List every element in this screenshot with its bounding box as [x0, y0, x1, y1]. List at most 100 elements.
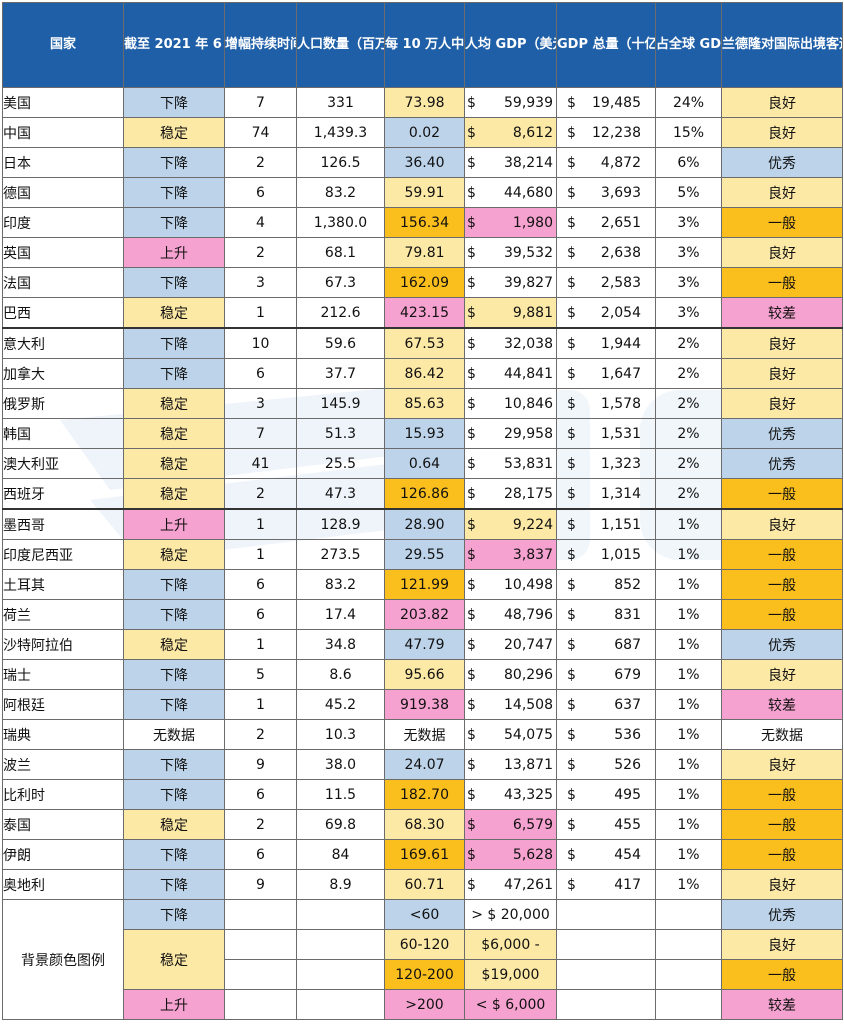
gdp-per-capita-cell: $44,841 [464, 358, 557, 389]
table-row: 中国 稳定 74 1,439.3 0.02 $8,612 $12,238 15% 良好 [2, 117, 843, 148]
legend-trend-up: 上升 [123, 989, 225, 1020]
gdp-share-cell: 1% [655, 809, 722, 840]
header-gdp-total: GDP 总量（十亿美元） [556, 2, 656, 88]
trend-cell: 稳定 [123, 117, 225, 148]
population-cell: 67.3 [296, 267, 385, 298]
population-cell: 17.4 [296, 599, 385, 630]
cases-cell: 59.91 [384, 177, 465, 208]
prediction-cell: 无数据 [721, 719, 843, 750]
table-row: 西班牙 稳定 2 47.3 126.86 $28,175 $1,314 2% 一般 [2, 478, 843, 510]
trend-cell: 下降 [123, 358, 225, 389]
cases-cell: 182.70 [384, 779, 465, 810]
table-row: 奥地利 下降 9 8.9 60.71 $47,261 $417 1% 良好 [2, 869, 843, 900]
table-row: 瑞士 下降 5 8.6 95.66 $80,296 $679 1% 良好 [2, 659, 843, 690]
cases-cell: 29.55 [384, 539, 465, 570]
gdp-total-cell: $536 [556, 719, 656, 750]
gdp-share-cell: 1% [655, 689, 722, 720]
trend-cell: 下降 [123, 267, 225, 298]
gdp-per-capita-cell: $80,296 [464, 659, 557, 690]
gdp-per-capita-cell: $48,796 [464, 599, 557, 630]
table-row: 韩国 稳定 7 51.3 15.93 $29,958 $1,531 2% 优秀 [2, 418, 843, 449]
header-row: 国家 截至 2021 年 6 月 6 日确诊人数增幅 增幅持续时间（周） 人口数… [2, 2, 843, 88]
population-cell: 128.9 [296, 508, 385, 540]
table-row: 意大利 下降 10 59.6 67.53 $32,038 $1,944 2% 良好 [2, 327, 843, 359]
gdp-share-cell: 1% [655, 779, 722, 810]
table-row: 伊朗 下降 6 84 169.61 $5,628 $454 1% 一般 [2, 839, 843, 870]
gdp-per-capita-cell: $59,939 [464, 87, 557, 118]
country-cell: 荷兰 [2, 599, 124, 630]
prediction-cell: 优秀 [721, 418, 843, 449]
population-cell: 8.9 [296, 869, 385, 900]
trend-cell: 稳定 [123, 297, 225, 329]
country-cell: 巴西 [2, 297, 124, 329]
gdp-per-capita-cell: $13,871 [464, 749, 557, 780]
legend-pred-good: 良好 [721, 929, 843, 960]
gdp-total-cell: $1,531 [556, 418, 656, 449]
table-row: 印度 下降 4 1,380.0 156.34 $1,980 $2,651 3% 一般 [2, 207, 843, 238]
gdp-total-cell: $495 [556, 779, 656, 810]
trend-cell: 下降 [123, 749, 225, 780]
gdp-share-cell: 24% [655, 87, 722, 118]
country-cell: 阿根廷 [2, 689, 124, 720]
cases-cell: 68.30 [384, 809, 465, 840]
gdp-share-cell: 2% [655, 478, 722, 510]
legend-pred-fair: 一般 [721, 959, 843, 990]
gdp-share-cell: 3% [655, 237, 722, 268]
gdp-total-cell: $12,238 [556, 117, 656, 148]
gdp-total-cell: $1,647 [556, 358, 656, 389]
prediction-cell: 良好 [721, 659, 843, 690]
cases-cell: 无数据 [384, 719, 465, 750]
gdp-total-cell: $2,651 [556, 207, 656, 238]
header-weeks: 增幅持续时间（周） [224, 2, 297, 88]
weeks-cell: 4 [224, 207, 297, 238]
gdp-total-cell: $454 [556, 839, 656, 870]
trend-cell: 下降 [123, 599, 225, 630]
gdp-total-cell: $2,638 [556, 237, 656, 268]
gdp-total-cell: $19,485 [556, 87, 656, 118]
trend-cell: 上升 [123, 508, 225, 540]
cases-cell: 0.64 [384, 448, 465, 479]
legend-cases-high: 120-200 [384, 959, 465, 990]
table-row: 俄罗斯 稳定 3 145.9 85.63 $10,846 $1,578 2% 良好 [2, 388, 843, 419]
header-cases: 每 10 万人中的确诊人数 [384, 2, 465, 88]
table-row: 美国 下降 7 331 73.98 $59,939 $19,485 24% 良好 [2, 87, 843, 118]
prediction-cell: 一般 [721, 267, 843, 298]
table-row: 澳大利亚 稳定 41 25.5 0.64 $53,831 $1,323 2% 优秀 [2, 448, 843, 479]
country-cell: 韩国 [2, 418, 124, 449]
prediction-cell: 良好 [721, 237, 843, 268]
country-cell: 澳大利亚 [2, 448, 124, 479]
gdp-per-capita-cell: $8,612 [464, 117, 557, 148]
prediction-cell: 优秀 [721, 147, 843, 178]
prediction-cell: 良好 [721, 87, 843, 118]
gdp-total-cell: $1,944 [556, 327, 656, 359]
trend-cell: 下降 [123, 689, 225, 720]
gdp-per-capita-cell: $43,325 [464, 779, 557, 810]
country-cell: 沙特阿拉伯 [2, 629, 124, 660]
prediction-cell: 良好 [721, 327, 843, 359]
weeks-cell: 3 [224, 388, 297, 419]
gdp-per-capita-cell: $5,628 [464, 839, 557, 870]
cases-cell: 67.53 [384, 327, 465, 359]
legend-row: 背景颜色图例 下降 <60 > $ 20,000 优秀 [2, 899, 843, 1020]
weeks-cell: 2 [224, 478, 297, 510]
population-cell: 59.6 [296, 327, 385, 359]
table-row: 泰国 稳定 2 69.8 68.30 $6,579 $455 1% 一般 [2, 809, 843, 840]
cases-cell: 60.71 [384, 869, 465, 900]
population-cell: 212.6 [296, 297, 385, 329]
gdp-per-capita-cell: $1,980 [464, 207, 557, 238]
country-cell: 英国 [2, 237, 124, 268]
country-cell: 印度尼西亚 [2, 539, 124, 570]
gdp-share-cell: 3% [655, 207, 722, 238]
table-row: 英国 上升 2 68.1 79.81 $39,532 $2,638 3% 良好 [2, 237, 843, 268]
gdp-total-cell: $1,323 [556, 448, 656, 479]
legend-trend-down: 下降 [123, 899, 225, 930]
table-row: 沙特阿拉伯 稳定 1 34.8 47.79 $20,747 $687 1% 优秀 [2, 629, 843, 660]
prediction-cell: 优秀 [721, 629, 843, 660]
population-cell: 8.6 [296, 659, 385, 690]
trend-cell: 下降 [123, 659, 225, 690]
gdp-total-cell: $831 [556, 599, 656, 630]
population-cell: 69.8 [296, 809, 385, 840]
trend-cell: 稳定 [123, 809, 225, 840]
country-cell: 印度 [2, 207, 124, 238]
prediction-cell: 较差 [721, 689, 843, 720]
